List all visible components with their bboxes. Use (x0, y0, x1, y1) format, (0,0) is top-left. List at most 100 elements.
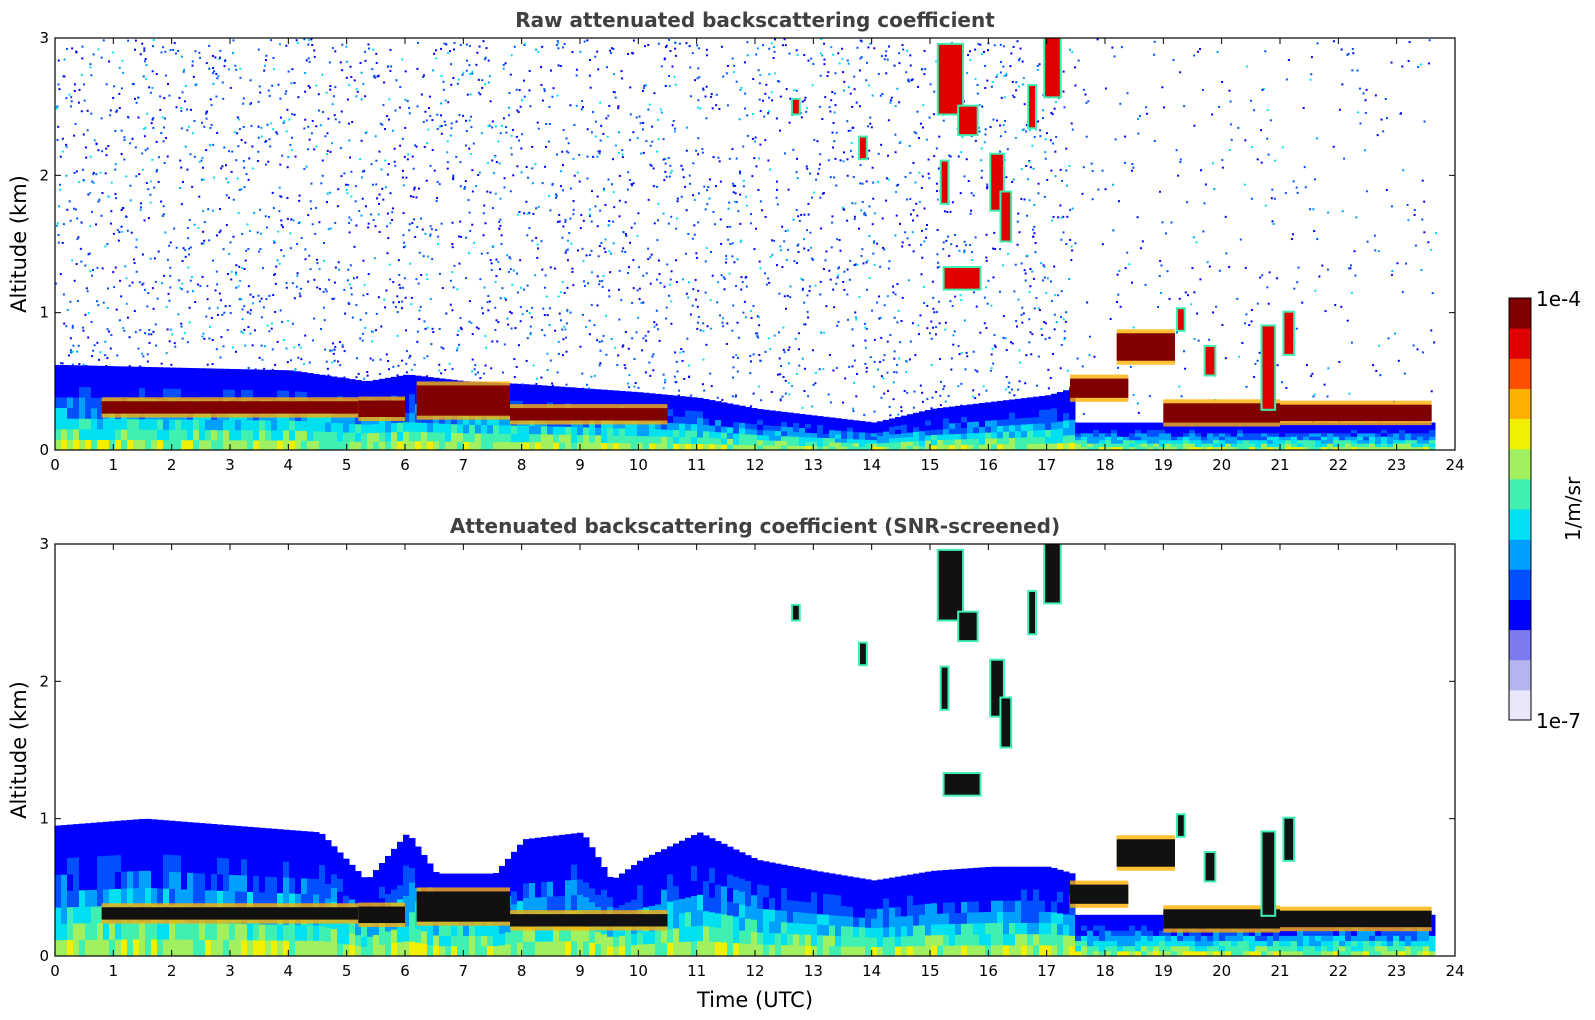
noise-pixel (849, 129, 852, 132)
backscatter-cell (733, 432, 740, 440)
noise-pixel (1022, 312, 1025, 315)
noise-pixel (563, 42, 566, 45)
noise-pixel (139, 365, 142, 368)
backscatter-cell (877, 424, 884, 429)
backscatter-cell (985, 402, 992, 409)
noise-pixel (424, 110, 427, 113)
noise-pixel (465, 43, 468, 46)
noise-pixel (737, 356, 740, 359)
noise-pixel (85, 156, 88, 159)
noise-pixel (435, 200, 438, 203)
noise-pixel (676, 370, 679, 373)
noise-pixel (349, 65, 352, 68)
noise-pixel (291, 113, 294, 116)
noise-pixel (1025, 124, 1028, 127)
noise-pixel (580, 108, 583, 111)
noise-pixel (1221, 323, 1224, 326)
noise-pixel (180, 107, 183, 110)
noise-pixel (471, 70, 474, 73)
noise-pixel (1024, 382, 1027, 385)
backscatter-cell (1111, 446, 1118, 450)
noise-pixel (221, 165, 224, 168)
noise-pixel (823, 42, 826, 45)
noise-pixel (971, 251, 974, 254)
backscatter-cell (751, 408, 758, 414)
backscatter-cell (343, 414, 350, 424)
backscatter-cell (493, 424, 500, 434)
noise-pixel (1023, 198, 1026, 201)
noise-pixel (174, 345, 177, 348)
noise-pixel (257, 250, 260, 253)
noise-pixel (742, 185, 745, 188)
noise-pixel (244, 141, 247, 144)
backscatter-cell (193, 368, 200, 379)
noise-pixel (859, 182, 862, 185)
noise-pixel (164, 74, 167, 77)
noise-pixel (241, 308, 244, 311)
noise-pixel (211, 209, 214, 212)
backscatter-cell (979, 403, 986, 410)
backscatter-cell (1081, 443, 1088, 448)
noise-pixel (688, 45, 691, 48)
noise-pixel (968, 50, 971, 53)
backscatter-cell (1249, 439, 1256, 444)
noise-pixel (678, 389, 681, 392)
backscatter-cell (1231, 429, 1238, 434)
noise-pixel (451, 221, 454, 224)
noise-pixel (731, 242, 734, 245)
backscatter-cell (685, 403, 692, 411)
backscatter-cell (1033, 403, 1040, 411)
noise-pixel (135, 270, 138, 273)
noise-pixel (970, 192, 973, 195)
noise-pixel (195, 83, 198, 86)
noise-pixel (75, 263, 78, 266)
noise-pixel (212, 70, 215, 73)
noise-pixel (809, 231, 812, 234)
noise-pixel (581, 313, 584, 316)
noise-pixel (803, 238, 806, 241)
noise-pixel (767, 277, 770, 280)
noise-pixel (239, 76, 242, 79)
backscatter-cell (451, 423, 458, 433)
noise-pixel (994, 345, 997, 348)
noise-pixel (91, 210, 94, 213)
noise-pixel (187, 237, 190, 240)
backscatter-cell (919, 411, 926, 417)
noise-pixel (359, 318, 362, 321)
noise-pixel (612, 158, 615, 161)
backscatter-cell (1237, 446, 1244, 450)
noise-pixel (907, 79, 910, 82)
backscatter-cell (1171, 425, 1178, 430)
noise-pixel (97, 149, 100, 152)
noise-pixel (488, 300, 491, 303)
noise-pixel (501, 287, 504, 290)
noise-pixel (1197, 50, 1200, 53)
noise-pixel (551, 95, 554, 98)
noise-pixel (967, 179, 970, 182)
noise-pixel (433, 169, 436, 172)
backscatter-cell (883, 434, 890, 440)
noise-pixel (699, 107, 702, 110)
noise-pixel (93, 139, 96, 142)
backscatter-cell (943, 444, 950, 450)
noise-pixel (395, 79, 398, 82)
noise-pixel (814, 284, 817, 287)
noise-pixel (906, 237, 909, 240)
backscatter-cell (133, 366, 140, 378)
noise-pixel (285, 282, 288, 285)
backscatter-cell (691, 430, 698, 438)
noise-pixel (839, 249, 842, 252)
backscatter-cell (1141, 436, 1148, 441)
backscatter-cell (91, 428, 98, 440)
noise-pixel (467, 199, 470, 202)
backscatter-cell (265, 389, 272, 401)
noise-pixel (329, 191, 332, 194)
noise-pixel (334, 345, 337, 348)
backscatter-cell (1231, 443, 1238, 448)
noise-pixel (836, 276, 839, 279)
noise-pixel (263, 69, 266, 72)
backscatter-cell (667, 436, 674, 444)
noise-pixel (764, 215, 767, 218)
noise-pixel (1101, 169, 1104, 172)
backscatter-cell (1021, 424, 1028, 432)
